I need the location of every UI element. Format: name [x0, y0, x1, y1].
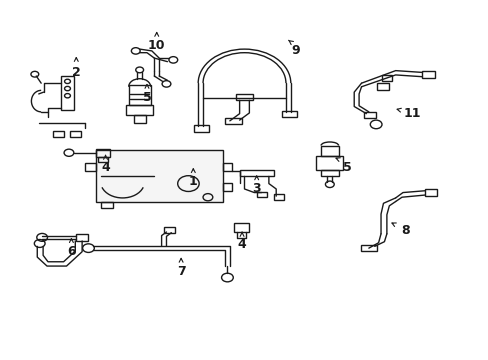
Bar — [239, 170, 273, 176]
Bar — [282, 111, 296, 117]
Text: 5: 5 — [142, 91, 151, 104]
Bar — [61, 76, 74, 110]
Bar — [126, 105, 153, 116]
Text: 6: 6 — [67, 245, 76, 258]
Text: 3: 3 — [252, 183, 261, 195]
Bar — [422, 71, 434, 78]
Bar — [256, 192, 267, 197]
Text: 7: 7 — [176, 265, 185, 278]
Bar — [134, 116, 145, 123]
Bar — [360, 244, 376, 251]
Bar — [53, 131, 64, 137]
Bar — [273, 194, 284, 200]
Bar — [98, 157, 108, 162]
Bar — [363, 112, 375, 118]
Bar — [316, 156, 343, 170]
Text: 4: 4 — [237, 238, 246, 251]
Bar — [381, 75, 391, 81]
Bar — [70, 131, 81, 137]
Bar — [222, 163, 232, 171]
Bar — [128, 85, 150, 105]
Bar — [376, 83, 388, 90]
Text: 11: 11 — [403, 107, 421, 120]
Bar — [235, 94, 252, 100]
Bar — [96, 149, 110, 157]
Text: 4: 4 — [101, 161, 110, 174]
Bar — [321, 170, 338, 176]
Bar — [163, 227, 174, 233]
Text: 2: 2 — [72, 66, 81, 79]
Bar — [85, 163, 96, 171]
Bar — [76, 234, 88, 241]
Bar — [321, 145, 338, 156]
Text: 10: 10 — [148, 39, 165, 52]
Bar — [424, 189, 436, 197]
Text: 8: 8 — [400, 224, 409, 237]
Bar — [233, 223, 249, 232]
Bar — [194, 125, 208, 132]
Bar — [224, 118, 242, 125]
Text: 1: 1 — [188, 175, 197, 188]
Text: 9: 9 — [291, 44, 300, 57]
Bar — [222, 183, 232, 191]
Text: 5: 5 — [342, 161, 350, 174]
Bar — [96, 149, 222, 202]
Bar — [101, 202, 113, 208]
